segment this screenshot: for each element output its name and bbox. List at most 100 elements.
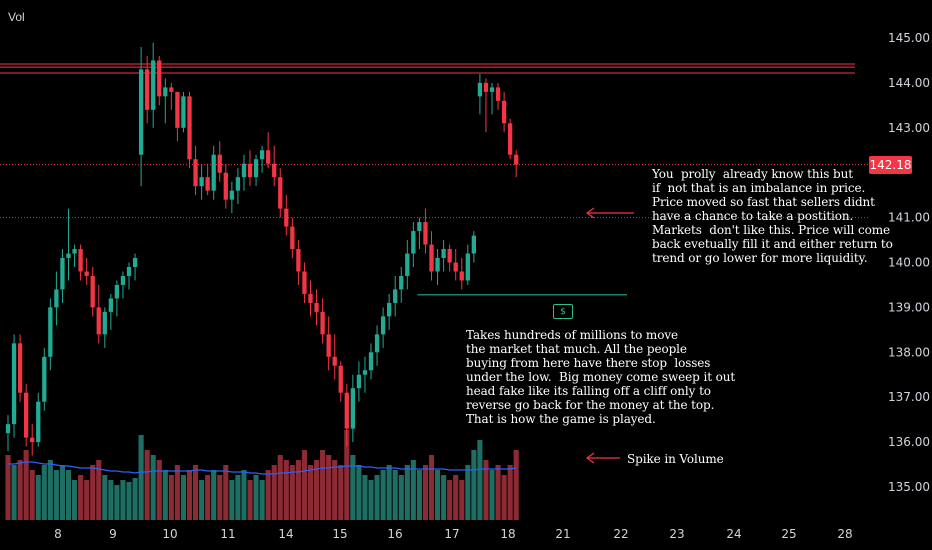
candle-body [471,235,476,254]
volume-bar [90,465,96,520]
date-tick-label: 16 [387,527,402,541]
candle-body [495,87,501,101]
candle [223,163,228,209]
last-price-tag: 142.18 [869,156,912,174]
candle-body [326,334,331,357]
candle [459,258,464,290]
volume-bar [186,470,193,520]
volume-bar [96,460,102,520]
candle [60,249,65,303]
candle-body [320,311,325,335]
volume-bar [126,482,132,520]
volume-bar [307,465,314,520]
volume-moving-average-line [8,461,517,475]
volume-bar [362,475,368,520]
volume-bar [247,480,253,520]
volume-indicator-label[interactable]: Vol [8,10,25,24]
candle-body [193,159,198,187]
volume-bar [344,430,350,520]
candle-body [514,154,519,165]
candle-body [302,271,307,294]
time-axis[interactable]: 8 9 10 11 14 15 16 17 18 21 22 23 24 25 28 [54,527,852,541]
candle-body [66,253,71,259]
candle [11,334,17,438]
candle-body [266,150,271,164]
volume-bar [283,460,289,520]
candle-body [356,374,362,389]
candle [266,132,271,169]
candle [272,145,277,187]
candle-body [217,154,222,173]
candle-body [235,177,241,191]
volume-bar [441,475,447,520]
candle [169,82,174,110]
volume-bar [374,475,380,520]
candle [290,217,295,259]
candle [338,361,343,402]
volume-bar [314,460,320,520]
candle-body [259,150,265,160]
volume-bar [84,480,90,520]
candle [96,284,101,344]
candle-body [284,208,289,227]
volume-bar [477,440,483,520]
candle [320,298,325,344]
price-axis[interactable]: 145.00 144.00 143.00 141.00 140.00 139.00 138.… [888,31,930,494]
date-tick-label: 15 [332,527,347,541]
candle [489,82,495,115]
volume-bar [495,465,501,520]
volume-bar [132,478,138,520]
volume-bar [65,470,72,520]
volume-bar [471,450,477,520]
candle [326,316,331,371]
volume-bar [259,480,265,520]
volume-bar [35,475,41,520]
volume-bar [241,470,247,520]
price-tick-label: 140.00 [888,256,930,270]
candle [429,231,434,281]
candle [157,55,162,106]
candle-body [241,163,247,178]
volume-bar [428,455,435,520]
imbalance-annotation: You prolly already know this but if not … [652,167,893,265]
volume-bar [332,460,338,520]
date-tick-label: 28 [837,527,852,541]
volume-bar [102,475,108,520]
candle [5,415,11,452]
volume-bar [326,455,332,520]
candle-body [477,82,483,97]
liquidity-sweep-annotation: Takes hundreds of millions to move the m… [466,328,736,426]
volume-bar [271,465,277,520]
candle-body [489,87,495,92]
candle [187,91,192,169]
volume-bar [501,475,507,520]
candle-body [508,123,513,155]
candle-body [60,258,65,290]
candle [453,249,458,281]
candle-body [374,334,380,353]
price-tick-label: 143.00 [888,121,930,135]
imbalance-arrow-head [585,207,595,219]
volume-bar [41,465,47,520]
candle-body [399,275,404,290]
candle [84,258,89,285]
candle-body [102,311,107,335]
candle-body [72,249,77,254]
candle [344,383,349,447]
volume-bar [410,460,416,520]
date-tick-label: 17 [444,527,459,541]
candle-body [157,60,162,97]
candle [374,325,380,366]
date-tick-label: 14 [278,527,293,541]
volume-bar [465,465,471,520]
volume-bar [356,465,362,520]
volume-bar [386,465,392,520]
candle [241,154,247,191]
candle [514,150,519,178]
candle [483,78,489,133]
candle-body [387,302,392,317]
volume-bar [108,480,114,520]
date-tick-label: 25 [781,527,796,541]
candle-body [11,343,17,425]
